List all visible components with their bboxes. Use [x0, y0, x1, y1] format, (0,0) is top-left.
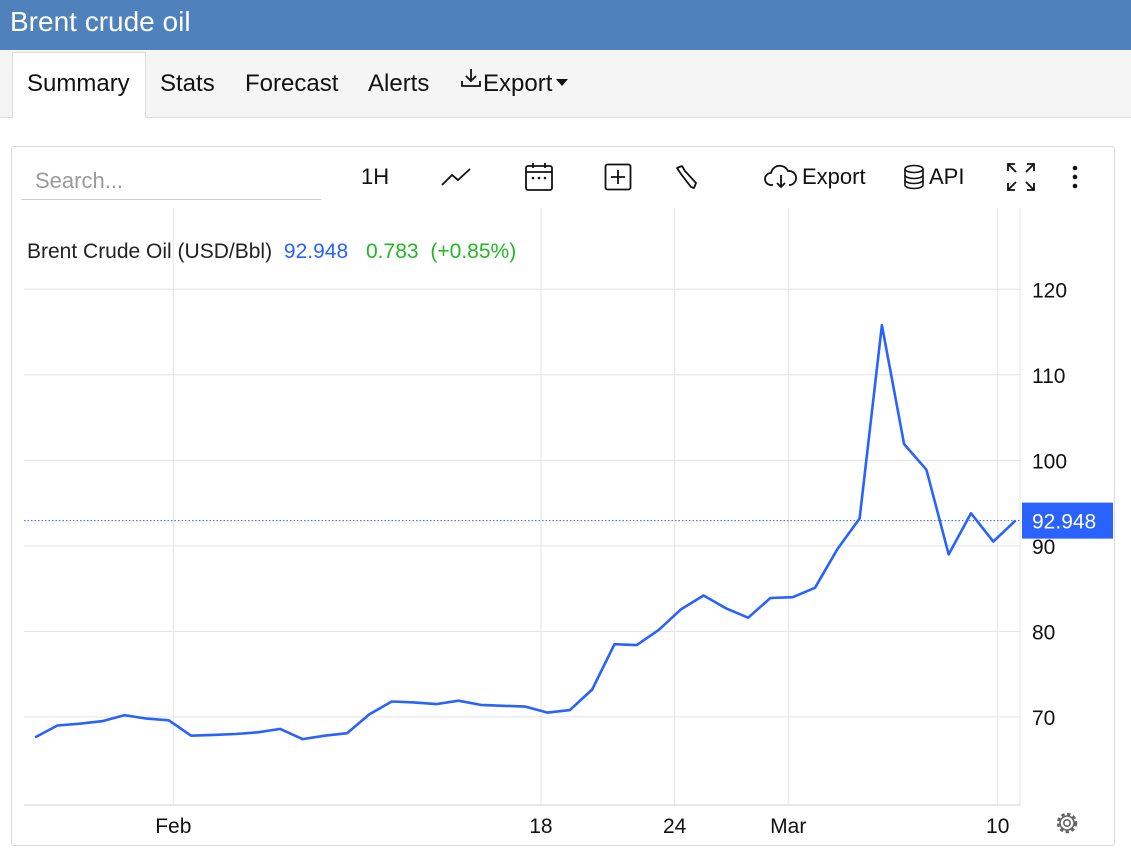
interval-label: 1H	[361, 164, 390, 189]
chevron-down-icon	[556, 79, 569, 87]
export-button[interactable]: Export	[764, 160, 866, 194]
legend-change-percent: (+0.85%)	[430, 240, 516, 263]
line-chart-icon[interactable]	[440, 160, 472, 194]
y-tick-label: 80	[1032, 621, 1055, 644]
y-tick-label: 120	[1032, 279, 1067, 302]
tab-export-dropdown[interactable]: Export	[459, 67, 569, 99]
legend-change: 0.783	[366, 240, 419, 263]
export-label: Export	[802, 164, 866, 189]
x-tick-label: Feb	[155, 815, 191, 838]
x-axis: Feb 18 24 Mar 10	[155, 815, 1009, 838]
add-indicator-icon[interactable]	[604, 160, 632, 194]
legend-series-name: Brent Crude Oil (USD/Bbl)	[27, 240, 272, 263]
x-tick-label: 24	[663, 815, 687, 838]
tab-export-label: Export	[483, 70, 553, 97]
search-input[interactable]	[21, 162, 321, 200]
wrench-icon[interactable]	[674, 160, 700, 194]
title-bar: Brent crude oil	[0, 0, 1131, 50]
chart-grid	[24, 208, 1021, 806]
settings-gear-icon[interactable]	[1056, 812, 1078, 834]
x-tick-label: Mar	[770, 815, 806, 838]
y-tick-label: 70	[1032, 707, 1055, 730]
page-title: Brent crude oil	[10, 6, 191, 37]
more-vertical-icon[interactable]	[1066, 160, 1084, 194]
tab-forecast[interactable]: Forecast	[245, 70, 339, 97]
y-axis: 70 80 90 100 110 120	[1032, 279, 1067, 730]
api-button[interactable]: API	[903, 160, 964, 194]
tab-stats[interactable]: Stats	[160, 70, 215, 97]
api-label: API	[929, 164, 965, 189]
database-icon	[903, 164, 925, 190]
tab-alerts[interactable]: Alerts	[368, 70, 430, 97]
y-tick-label: 90	[1032, 536, 1055, 559]
x-tick-label: 18	[529, 815, 552, 838]
legend-price: 92.948	[284, 240, 348, 263]
series-line	[34, 323, 1017, 741]
chart-legend: Brent Crude Oil (USD/Bbl) 92.948 0.783 (…	[27, 240, 516, 263]
tab-bar: Summary Stats Forecast Alerts Export	[0, 50, 1131, 119]
download-icon	[459, 67, 483, 96]
last-price-value: 92.948	[1032, 511, 1096, 534]
last-price-label: 92.948	[1022, 502, 1113, 539]
cloud-download-icon	[764, 164, 798, 190]
chart-panel	[11, 146, 1115, 846]
y-tick-label: 100	[1032, 450, 1067, 473]
x-tick-label: 10	[986, 815, 1009, 838]
fullscreen-icon[interactable]	[1006, 160, 1036, 194]
y-tick-label: 110	[1032, 365, 1065, 388]
calendar-icon[interactable]	[524, 160, 554, 194]
tab-summary[interactable]: Summary	[12, 52, 146, 119]
interval-button[interactable]: 1H	[361, 160, 389, 194]
